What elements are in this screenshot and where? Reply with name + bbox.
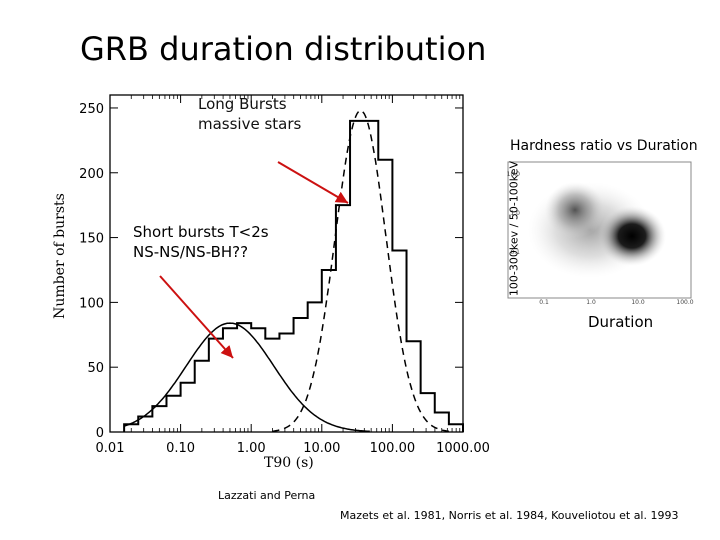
plot-frame bbox=[109, 94, 464, 433]
credit-lazzati-perna: Lazzati and Perna bbox=[218, 489, 316, 502]
long-bursts-arrow bbox=[277, 161, 349, 204]
y-tick-label: 100 bbox=[79, 296, 104, 311]
hardness-inset-plot: 10.0 1.0 0.1 0.1 1.0 10.0 100.0 bbox=[507, 161, 694, 306]
inset-x-tick-label: 10.0 bbox=[631, 299, 645, 306]
x-tick-label: 0.10 bbox=[166, 441, 195, 456]
y-tick-label: 200 bbox=[79, 167, 104, 182]
short-bursts-label: Short bursts T<2s NS-NS/NS-BH?? bbox=[131, 222, 271, 262]
inset-y-tick-label: 1.0 bbox=[510, 210, 520, 217]
y-tick-label: 150 bbox=[79, 232, 104, 247]
short-bursts-line1: Short bursts T<2s bbox=[133, 223, 269, 241]
inset-x-tick-label: 100.0 bbox=[676, 299, 693, 306]
fit-curve-short bbox=[123, 322, 370, 433]
y-tick-label: 250 bbox=[79, 102, 104, 117]
inset-y-tick-label: 0.1 bbox=[510, 249, 520, 256]
x-tick-label: 0.01 bbox=[96, 441, 125, 456]
inset-x-tick-label: 0.1 bbox=[539, 299, 549, 306]
main-x-axis-label: T90 (s) bbox=[264, 455, 314, 471]
main-y-axis-label: Number of bursts bbox=[52, 193, 68, 319]
inset-title: Hardness ratio vs Duration bbox=[510, 138, 698, 154]
long-bursts-line2: massive stars bbox=[198, 115, 302, 133]
long-bursts-label: Long Bursts massive stars bbox=[198, 94, 301, 134]
main-plot-area: 0 50 100 150 200 250 0.01 0.10 1.00 10.00 100.00 10… bbox=[79, 94, 490, 456]
x-tick-label: 1000.00 bbox=[436, 441, 490, 456]
short-bursts-line2: NS-NS/NS-BH?? bbox=[133, 243, 249, 261]
inset-y-tick-label: 10.0 bbox=[507, 171, 521, 178]
inset-cluster-long bbox=[598, 206, 666, 266]
fit-curve-long bbox=[272, 109, 449, 432]
long-bursts-line1: Long Bursts bbox=[198, 95, 287, 113]
y-tick-label: 0 bbox=[96, 426, 104, 441]
x-tick-label: 100.00 bbox=[370, 441, 416, 456]
inset-x-axis-label: Duration bbox=[588, 313, 654, 331]
slide-title: GRB duration distribution bbox=[80, 30, 487, 68]
inset-x-tick-label: 1.0 bbox=[586, 299, 596, 306]
credit-references: Mazets et al. 1981, Norris et al. 1984, … bbox=[340, 509, 679, 522]
y-tick-label: 50 bbox=[87, 361, 104, 376]
inset-y-axis-label: 100-300kev / 50-100keV bbox=[507, 160, 521, 297]
histogram-steps bbox=[123, 119, 464, 432]
x-tick-label: 1.00 bbox=[237, 441, 266, 456]
x-tick-label: 10.00 bbox=[303, 441, 340, 456]
short-bursts-arrow bbox=[159, 275, 234, 359]
inset-cluster-short bbox=[545, 182, 605, 238]
